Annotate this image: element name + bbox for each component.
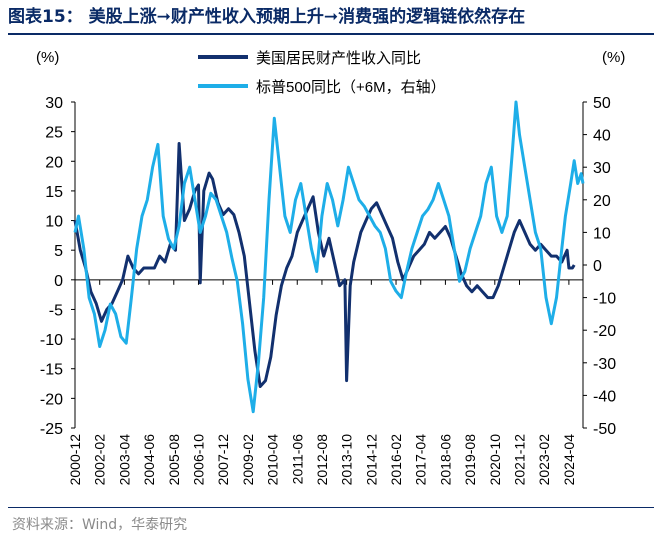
left-tick-label: 20 <box>45 154 63 171</box>
right-tick-label: 50 <box>593 95 611 112</box>
x-tick-label: 2024-04 <box>561 434 577 486</box>
x-tick-label: 2016-02 <box>388 434 404 486</box>
left-tick-label: -15 <box>40 362 63 379</box>
right-tick-label: 40 <box>593 128 611 145</box>
right-tick-label: 10 <box>593 225 611 242</box>
x-tick-label: 2005-08 <box>166 434 182 486</box>
x-tick-label: 2023-02 <box>536 434 552 486</box>
figure-title: 图表15： 美股上涨➞财产性收入预期上升➞消费强的逻辑链依然存在 <box>8 7 526 27</box>
left-tick-label: 25 <box>45 125 63 142</box>
x-tick-label: 2010-04 <box>265 434 281 486</box>
left-tick-label: -20 <box>40 391 63 408</box>
x-tick-label: 2014-12 <box>363 434 379 486</box>
x-tick-label: 2017-04 <box>413 434 429 486</box>
series-line-1 <box>73 142 576 388</box>
right-tick-label: -20 <box>593 323 616 340</box>
x-tick-label: 2009-02 <box>240 434 256 486</box>
legend-label-series-2: 标普500同比（+6M，右轴） <box>256 79 446 96</box>
series-lines <box>73 100 585 414</box>
left-tick-label: -25 <box>40 421 63 438</box>
left-tick-label: 30 <box>45 95 63 112</box>
left-tick-label: 0 <box>54 273 63 290</box>
chart-svg: 美国居民财产性收入同比 标普500同比（+6M，右轴） (%) (%) -25 -… <box>36 49 625 485</box>
left-tick-label: -10 <box>40 332 63 349</box>
right-tick-label: 30 <box>593 160 611 177</box>
right-tick-label: 20 <box>593 193 611 210</box>
legend: 美国居民财产性收入同比 标普500同比（+6M，右轴） <box>198 50 446 96</box>
x-tick-label: 2011-06 <box>289 434 305 485</box>
right-tick-label: -30 <box>593 356 616 373</box>
left-tick-label: 5 <box>54 243 63 260</box>
right-tick-label: 0 <box>593 258 602 275</box>
x-tick-label: 2012-08 <box>314 434 330 486</box>
right-tick-label: -40 <box>593 388 616 405</box>
x-tick-label: 2018-06 <box>437 434 453 486</box>
left-tick-label: 15 <box>45 184 63 201</box>
legend-label-series-1: 美国居民财产性收入同比 <box>256 50 421 67</box>
x-tick-label: 2007-12 <box>215 434 231 486</box>
footer-rule <box>8 507 654 508</box>
x-tick-label: 2020-10 <box>487 434 503 486</box>
x-tick-label: 2002-02 <box>92 434 108 486</box>
axes: -25-20-15-10-5051015202530-50-40-30-20-1… <box>40 95 616 485</box>
x-tick-label: 2003-04 <box>116 434 132 486</box>
right-tick-label: -10 <box>593 291 616 308</box>
x-tick-label: 2019-08 <box>462 434 478 486</box>
source-note: 资料来源：Wind，华泰研究 <box>12 517 188 533</box>
right-tick-label: -50 <box>593 421 616 438</box>
left-tick-label: -5 <box>49 302 63 319</box>
title-rule <box>8 33 654 35</box>
x-tick-label: 2000-12 <box>67 434 83 486</box>
left-tick-label: 10 <box>45 214 63 231</box>
left-axis-unit: (%) <box>36 49 59 66</box>
series-line-2 <box>73 100 585 414</box>
x-tick-label: 2004-06 <box>141 434 157 486</box>
x-tick-label: 2021-12 <box>512 434 528 486</box>
x-tick-label: 2006-10 <box>190 434 206 486</box>
right-axis-unit: (%) <box>602 49 625 66</box>
x-tick-label: 2013-10 <box>339 434 355 486</box>
